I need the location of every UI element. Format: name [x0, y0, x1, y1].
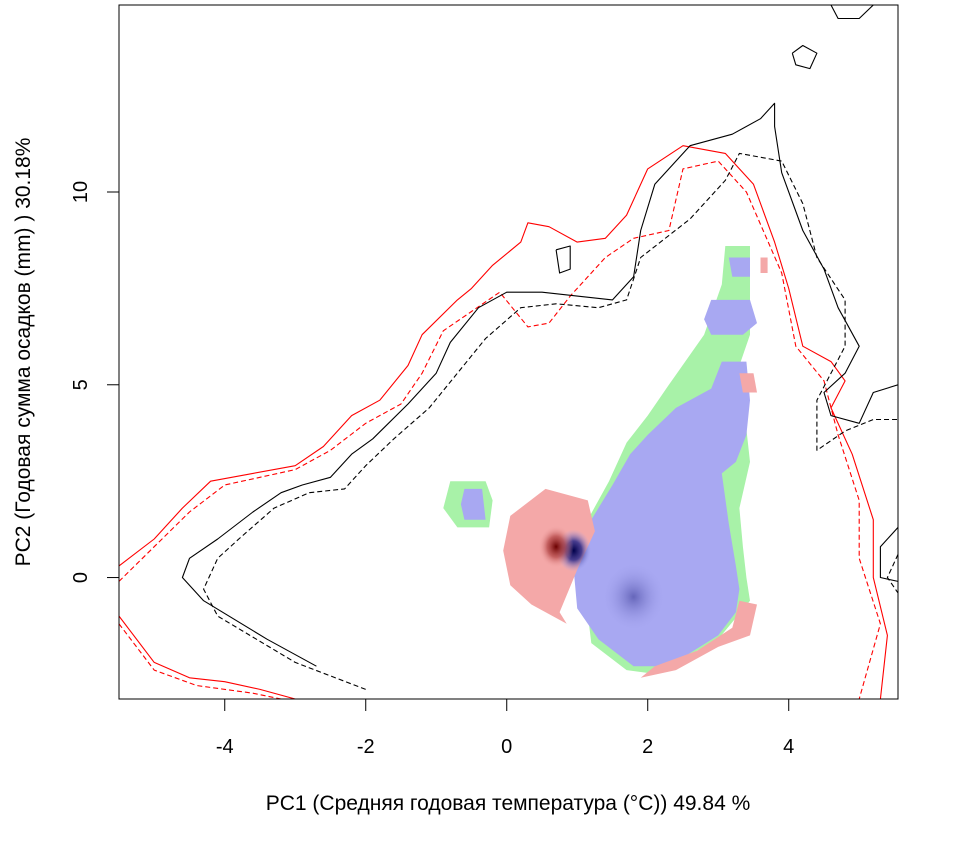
y-axis: 0 5 10 — [70, 181, 120, 583]
plot-frame — [118, 4, 899, 700]
environment-contours — [119, 5, 898, 699]
x-tick-label-0: -4 — [216, 736, 234, 758]
x-tick-label-3: 2 — [642, 736, 653, 758]
zone-expansion-7 — [739, 373, 757, 393]
zone-stable-3 — [704, 299, 757, 335]
niche-zones — [443, 246, 768, 678]
zone-stable-5 — [460, 488, 486, 520]
y-axis-title: PC2 (Годовая сумма осадков (mm) ) 30.18% — [12, 138, 35, 567]
zone-expansion-8 — [640, 600, 757, 678]
y-tick-label-1: 5 — [70, 379, 92, 390]
x-axis-title: PC1 (Средняя годовая температура (°C)) 4… — [266, 792, 751, 815]
x-tick-label-4: 4 — [783, 736, 794, 758]
contour-black-solid-8 — [555, 245, 571, 274]
density-hotspot-stable-1 — [601, 562, 666, 632]
contour-black-solid-9 — [791, 44, 818, 70]
y-tick-label-2: 10 — [70, 181, 92, 203]
zone-expansion-9 — [760, 257, 768, 273]
contour-red-dashed-3 — [119, 623, 282, 699]
density-hotspot-expansion-2 — [538, 525, 574, 568]
x-tick-label-2: 0 — [501, 736, 512, 758]
x-tick-label-1: -2 — [357, 736, 375, 758]
contour-black-dashed-7 — [886, 554, 898, 594]
zone-stable-2 — [728, 257, 750, 277]
contour-black-solid-4 — [181, 102, 898, 667]
contour-black-solid-10 — [830, 5, 874, 20]
contour-red-solid-0 — [119, 145, 888, 699]
contour-black-dashed-5 — [203, 152, 898, 690]
x-axis: -4 -2 0 2 4 — [216, 698, 794, 758]
contour-red-solid-2 — [119, 615, 296, 699]
y-tick-label-0: 0 — [70, 572, 92, 583]
density-hotspots — [538, 525, 666, 632]
